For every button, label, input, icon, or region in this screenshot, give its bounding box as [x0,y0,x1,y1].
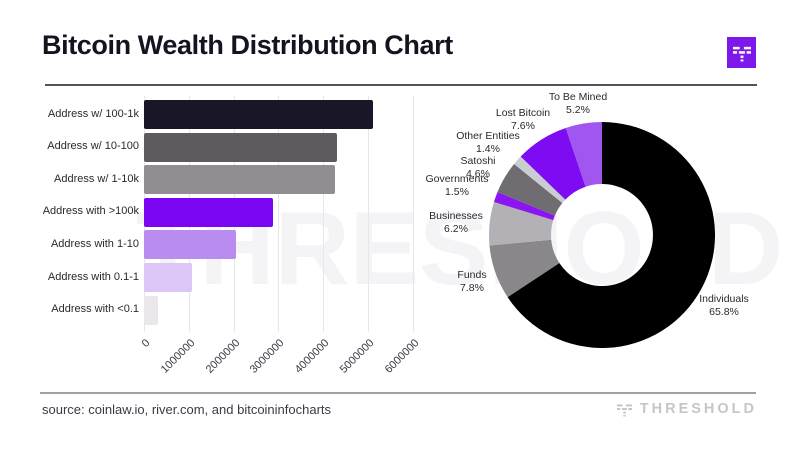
bar-row-label: Address with >100k [42,205,139,218]
bar [144,132,337,162]
bar [144,100,373,129]
threshold-logo-icon [732,46,751,61]
donut-slice [493,191,555,221]
donut-slice [514,156,566,203]
bar-row-label: Address with <0.1 [51,303,139,316]
donut-label: Individuals 65.8% [699,293,749,318]
threshold-logo-icon [616,403,632,417]
threshold-logo-badge [727,37,756,68]
footer-divider [40,392,756,394]
donut-slice [497,163,563,216]
bar-row-label: Address with 0.1-1 [47,270,139,283]
donut-slice [520,127,586,200]
gridline [278,96,280,332]
donut-label: To Be Mined 5.2% [548,91,608,116]
bar [144,263,192,292]
bar-row-label: Address w/ 100-1k [47,107,139,120]
donut-slice [565,122,602,187]
bar-row-label: Address w/ 1-10k [54,172,139,185]
bar-row-label: Address w/ 10-100 [47,140,139,153]
gridline [368,96,370,332]
bar-row-label: Address with 1-10 [50,237,139,250]
donut-slice [489,239,560,298]
gridline [323,96,325,332]
donut-label: Businesses 6.2% [429,210,483,235]
donut-label: Governments 1.5% [425,173,489,198]
footer-brand: THRESHOLD [616,401,757,417]
donut-label: Lost Bitcoin 7.6% [495,107,551,132]
donut-label: Satoshi 4.6% [460,155,496,180]
source-attribution: source: coinlaw.io, river.com, and bitco… [42,402,332,417]
bar [144,165,335,195]
donut-label: Funds 7.8% [457,269,487,294]
page-title: Bitcoin Wealth Distribution Chart [42,30,453,60]
bar [144,197,273,227]
bar [144,295,158,325]
header-divider [45,84,757,86]
donut-label: Other Entities 1.4% [456,130,520,155]
bar [144,230,236,260]
gridline [412,96,414,332]
footer-brand-wordmark: THRESHOLD [639,401,757,417]
donut-slice [489,201,554,246]
donut-slice [507,122,715,348]
